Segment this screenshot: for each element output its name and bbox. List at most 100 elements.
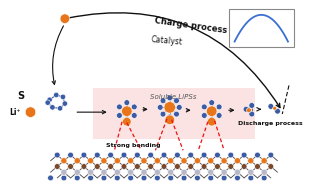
- Circle shape: [261, 175, 267, 181]
- Circle shape: [154, 175, 160, 181]
- Circle shape: [255, 164, 260, 169]
- Circle shape: [181, 175, 187, 181]
- Circle shape: [81, 164, 87, 169]
- Circle shape: [25, 107, 36, 117]
- Circle shape: [88, 158, 94, 164]
- Circle shape: [194, 169, 200, 175]
- Circle shape: [221, 158, 227, 164]
- Circle shape: [268, 104, 274, 109]
- Circle shape: [241, 164, 247, 169]
- Circle shape: [62, 101, 68, 106]
- Circle shape: [50, 105, 55, 110]
- Circle shape: [248, 175, 254, 181]
- Circle shape: [68, 164, 73, 169]
- Circle shape: [201, 152, 207, 158]
- Circle shape: [134, 164, 140, 169]
- Bar: [229, 9, 294, 47]
- Circle shape: [114, 158, 120, 164]
- Circle shape: [74, 169, 80, 175]
- Circle shape: [154, 158, 160, 164]
- Circle shape: [108, 164, 113, 169]
- Circle shape: [275, 108, 280, 114]
- Circle shape: [168, 175, 174, 181]
- Circle shape: [188, 164, 194, 169]
- Text: Charge process: Charge process: [154, 16, 228, 35]
- Circle shape: [261, 158, 267, 164]
- Circle shape: [154, 169, 160, 175]
- Circle shape: [208, 117, 216, 126]
- Circle shape: [255, 152, 260, 158]
- Circle shape: [207, 106, 217, 116]
- Circle shape: [243, 106, 249, 112]
- Circle shape: [214, 164, 220, 169]
- Circle shape: [60, 14, 70, 23]
- Circle shape: [131, 113, 137, 118]
- Circle shape: [160, 98, 166, 104]
- Circle shape: [48, 175, 53, 181]
- Text: Li⁺: Li⁺: [9, 108, 21, 117]
- Circle shape: [248, 169, 254, 175]
- Circle shape: [157, 105, 163, 110]
- Circle shape: [88, 169, 94, 175]
- Circle shape: [61, 175, 67, 181]
- Circle shape: [208, 175, 214, 181]
- Circle shape: [161, 152, 167, 158]
- Circle shape: [141, 175, 147, 181]
- Circle shape: [54, 92, 59, 98]
- Circle shape: [95, 152, 100, 158]
- Circle shape: [174, 111, 179, 117]
- Circle shape: [122, 106, 132, 116]
- Circle shape: [249, 103, 255, 108]
- Circle shape: [188, 152, 194, 158]
- Circle shape: [161, 164, 167, 169]
- Circle shape: [148, 164, 154, 169]
- Circle shape: [131, 104, 137, 110]
- Circle shape: [54, 164, 60, 169]
- Circle shape: [167, 114, 173, 120]
- Circle shape: [175, 152, 180, 158]
- Circle shape: [61, 169, 67, 175]
- Circle shape: [216, 104, 222, 110]
- Circle shape: [61, 158, 67, 164]
- Circle shape: [141, 169, 147, 175]
- Circle shape: [57, 106, 63, 111]
- Circle shape: [228, 164, 234, 169]
- Circle shape: [88, 175, 94, 181]
- Circle shape: [246, 108, 251, 113]
- Circle shape: [108, 152, 113, 158]
- Circle shape: [127, 158, 134, 164]
- Circle shape: [249, 111, 255, 117]
- Circle shape: [128, 175, 133, 181]
- Circle shape: [68, 152, 73, 158]
- Circle shape: [148, 152, 154, 158]
- Circle shape: [167, 95, 173, 101]
- Circle shape: [181, 169, 187, 175]
- Circle shape: [47, 97, 52, 102]
- Circle shape: [74, 158, 80, 164]
- Circle shape: [181, 158, 187, 164]
- Circle shape: [175, 164, 180, 169]
- Circle shape: [124, 117, 130, 123]
- Text: Discharge process: Discharge process: [238, 121, 303, 126]
- Circle shape: [214, 152, 220, 158]
- Circle shape: [195, 175, 200, 181]
- Text: Soluble LiPSs: Soluble LiPSs: [150, 94, 197, 100]
- Circle shape: [268, 152, 274, 158]
- Circle shape: [221, 169, 227, 175]
- Bar: [93, 88, 255, 139]
- Text: S: S: [17, 91, 24, 101]
- Circle shape: [216, 113, 222, 118]
- Circle shape: [114, 175, 120, 181]
- Circle shape: [122, 117, 131, 126]
- Circle shape: [134, 152, 140, 158]
- Circle shape: [174, 98, 179, 104]
- Circle shape: [141, 158, 147, 164]
- Circle shape: [164, 102, 176, 113]
- Circle shape: [228, 152, 234, 158]
- Circle shape: [208, 169, 214, 175]
- Circle shape: [208, 158, 214, 164]
- Circle shape: [116, 113, 122, 118]
- Circle shape: [101, 158, 107, 164]
- Circle shape: [273, 106, 277, 110]
- Circle shape: [248, 158, 254, 164]
